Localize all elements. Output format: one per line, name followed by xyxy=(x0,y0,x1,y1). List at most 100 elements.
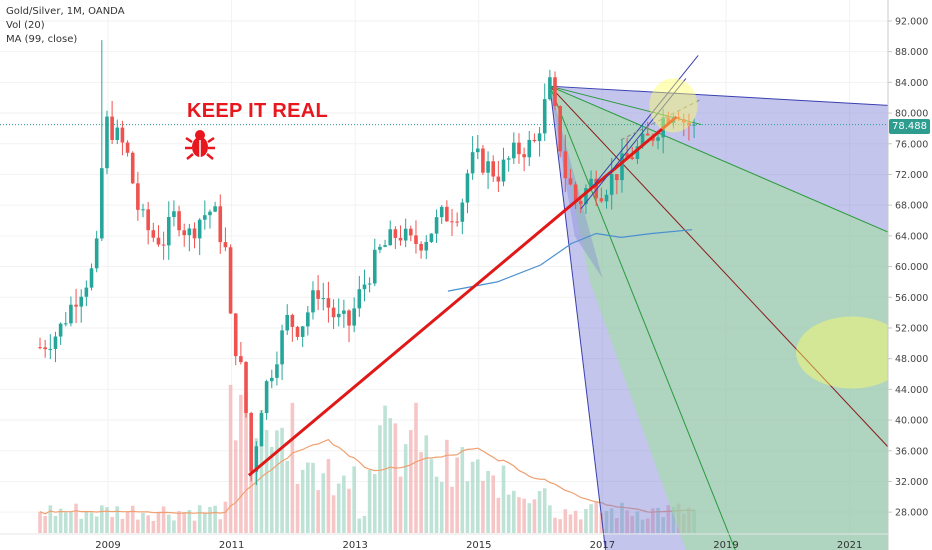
candle-body xyxy=(414,235,418,244)
volume-bar xyxy=(578,519,583,533)
candle-body xyxy=(213,206,217,212)
volume-bars xyxy=(38,384,696,533)
volume-bar xyxy=(244,391,248,533)
volume-bar xyxy=(671,506,676,533)
candle-body xyxy=(609,174,614,195)
moving-average-line xyxy=(447,229,693,292)
projection-dashed-line xyxy=(620,98,702,141)
volume-indicator-label[interactable]: Vol (20) xyxy=(6,20,45,31)
keep-it-real-annotation: KEEP IT REAL xyxy=(187,100,329,122)
time-tick-label: 2013 xyxy=(342,540,367,550)
volume-bar xyxy=(506,494,511,533)
fan-green-region xyxy=(549,86,888,550)
volume-bar xyxy=(336,483,341,533)
candle-body xyxy=(38,347,42,349)
candle-body xyxy=(357,289,362,309)
candlestick-series xyxy=(38,40,696,486)
volume-bar xyxy=(192,520,197,533)
candle-body xyxy=(599,198,604,202)
volume-bar xyxy=(589,504,593,533)
candle-body xyxy=(372,249,377,284)
fan-blue-wedge xyxy=(549,86,603,279)
volume-bar xyxy=(239,394,243,533)
channel-line-upper xyxy=(592,55,699,187)
volume-bar xyxy=(419,452,423,533)
candle-body xyxy=(584,188,588,205)
volume-bar xyxy=(280,427,284,533)
candle-body xyxy=(460,202,465,222)
candle-body xyxy=(656,137,660,141)
candle-body xyxy=(125,142,130,153)
volume-bar xyxy=(558,519,562,533)
candle-body xyxy=(84,287,89,297)
fan-line xyxy=(549,85,888,233)
price-tick-label: 88.000 xyxy=(895,47,928,58)
volume-bar xyxy=(269,446,274,533)
volume-bar xyxy=(445,439,449,533)
volume-bar xyxy=(651,508,655,533)
price-tick-label: 92.000 xyxy=(895,16,928,27)
time-tick-label: 2021 xyxy=(837,540,862,550)
candle-body xyxy=(542,99,547,134)
price-tick-label: 48.000 xyxy=(895,354,928,365)
volume-bar xyxy=(156,511,161,533)
volume-bar xyxy=(661,517,665,533)
volume-bar xyxy=(166,514,171,533)
candle-body xyxy=(331,307,336,318)
candle-body xyxy=(465,173,470,203)
candle-body xyxy=(89,268,94,288)
candle-body xyxy=(527,139,532,158)
candle-body xyxy=(630,157,635,159)
price-tick-label: 76.000 xyxy=(895,139,928,150)
symbol-label[interactable]: Gold/Silver, 1M, OANDA xyxy=(6,6,125,17)
time-tick-label: 2019 xyxy=(713,540,738,550)
price-tick-label: 40.000 xyxy=(895,416,928,427)
candle-body xyxy=(625,153,629,158)
volume-bar xyxy=(84,511,89,533)
candle-body xyxy=(481,148,485,173)
volume-bar xyxy=(429,459,434,533)
candle-body xyxy=(352,308,356,326)
price-tick-label: 60.000 xyxy=(895,262,928,273)
volume-bar xyxy=(388,418,393,533)
candle-body xyxy=(275,364,279,378)
volume-ma-line xyxy=(39,438,695,515)
volume-bar xyxy=(501,465,506,533)
candle-body xyxy=(470,152,475,174)
candle-body xyxy=(578,200,583,205)
candle-body xyxy=(383,245,387,247)
candle-body xyxy=(120,127,125,143)
candle-body xyxy=(589,178,593,189)
candle-body xyxy=(249,412,253,472)
volume-bar xyxy=(455,457,459,533)
volume-bar xyxy=(563,509,568,533)
candle-body xyxy=(156,237,161,245)
volume-bar xyxy=(321,473,326,533)
volume-bar xyxy=(630,516,635,533)
volume-bar xyxy=(233,440,238,533)
candle-body xyxy=(203,215,207,220)
candle-body xyxy=(136,183,140,210)
volume-bar xyxy=(130,505,135,533)
highlight-top xyxy=(649,78,698,133)
volume-bar xyxy=(527,503,532,533)
candle-body xyxy=(403,228,408,241)
volume-bar xyxy=(316,490,320,533)
candle-body xyxy=(290,314,295,327)
candle-body xyxy=(398,237,403,241)
price-axis: 28.000 32.000 36.000 40.000 44.000 48.000 52.0… xyxy=(887,0,928,550)
candle-body xyxy=(264,381,269,414)
volume-bar xyxy=(522,498,526,533)
volume-bar xyxy=(465,481,470,533)
volume-bar xyxy=(481,480,485,533)
volume-bar xyxy=(89,512,94,533)
price-tick-label: 68.000 xyxy=(895,201,928,212)
candle-body xyxy=(259,413,264,447)
candle-body xyxy=(115,127,120,141)
moving-average-label[interactable]: MA (99, close) xyxy=(6,34,78,45)
candle-body xyxy=(63,323,68,325)
candle-body xyxy=(450,221,454,223)
volume-bar xyxy=(295,483,300,533)
candle-body xyxy=(537,133,542,142)
volume-bar xyxy=(347,488,351,533)
